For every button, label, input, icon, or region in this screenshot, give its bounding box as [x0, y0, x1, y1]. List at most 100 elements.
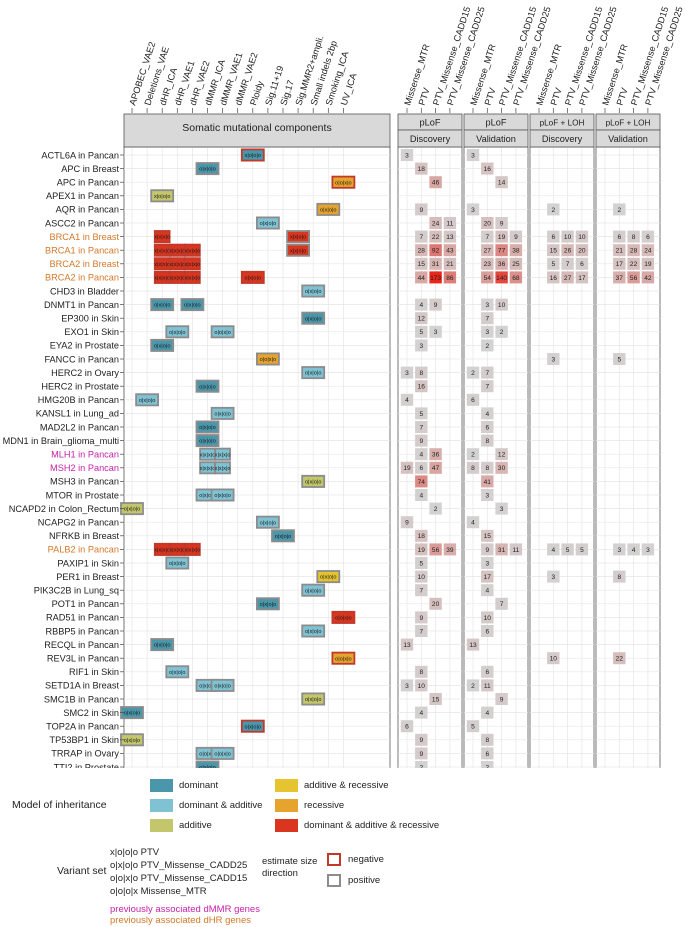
count-cell: [415, 733, 428, 746]
count-cell-value: 15: [418, 261, 426, 268]
row-label: BRCA1 in Pancan: [45, 246, 119, 256]
count-cell: [547, 203, 560, 216]
count-cell-value: 16: [484, 166, 492, 173]
association-variant-label: x|x|x|o: [184, 248, 200, 254]
row-label: APC in Breast: [61, 164, 119, 174]
count-cell-value: 10: [484, 615, 492, 622]
association-variant-label: o|x|o|o: [184, 303, 201, 309]
row-label: TRRAP in Ovary: [51, 749, 119, 759]
row-label: MSH3 in Pancan: [50, 477, 119, 487]
count-cell: [481, 461, 494, 474]
count-cell-value: 7: [419, 588, 423, 595]
association-variant-label: o|x|o|o: [124, 738, 141, 744]
count-panel-subtitle: Discovery: [542, 134, 583, 144]
association-variant-label: x|x|x|o: [184, 548, 200, 554]
association-variant-label: x|x|x|o: [154, 248, 170, 254]
association-tile: [255, 352, 280, 366]
association-variant-label: o|x|o|o: [199, 384, 216, 390]
count-cell-value: 10: [578, 234, 586, 241]
count-cell: [415, 529, 428, 542]
association-tile: [210, 325, 235, 339]
count-cell: [481, 407, 494, 420]
count-panel-strip-sub: [463, 129, 529, 148]
association-tile: [316, 202, 341, 216]
count-cell-value: 20: [578, 248, 586, 255]
association-variant-label: o|x|o|o: [245, 724, 262, 730]
count-cell-value: 10: [498, 302, 506, 309]
association-tile: [331, 175, 356, 189]
count-cell-value: 5: [471, 724, 475, 731]
count-cell: [400, 393, 414, 406]
count-cell-value: 77: [498, 248, 506, 255]
count-cell: [481, 339, 494, 352]
count-cell: [561, 230, 574, 243]
count-cell-value: 2: [617, 207, 621, 214]
count-cell: [400, 516, 414, 529]
row-label: TOP2A in Pancan: [46, 722, 119, 732]
count-cell: [400, 720, 414, 733]
count-cell: [481, 271, 494, 284]
count-cell-value: 11: [512, 547, 519, 554]
count-cell-value: 9: [419, 751, 423, 758]
count-cell: [429, 502, 442, 515]
count-cell: [481, 584, 494, 597]
count-cell-value: 4: [419, 302, 423, 309]
count-cell-value: 2: [485, 343, 489, 350]
association-variant-label: o|x|o|o: [154, 344, 171, 350]
count-cell-value: 4: [405, 397, 409, 404]
row-label: PALB2 in Pancan: [48, 545, 119, 555]
row-label: AQR in Pancan: [56, 205, 119, 215]
association-variant-label: o|x|o|o: [320, 208, 337, 214]
count-cell: [415, 665, 428, 678]
association-variant-label: o|x|o|o: [199, 493, 216, 499]
count-cell: [495, 271, 508, 284]
count-cell-value: 3: [551, 574, 555, 581]
count-col-label: PTV: [615, 86, 630, 107]
row-label: RECQL in Pancan: [44, 640, 119, 650]
association-tile: [150, 298, 175, 312]
count-cell-value: 9: [419, 737, 423, 744]
count-cell-value: 5: [580, 547, 584, 554]
count-cell: [481, 325, 494, 338]
association-variant-label: x|x|x|o: [200, 466, 216, 472]
count-cell-value: 17: [616, 261, 624, 268]
legend-swatch-dominant-additive-recessive: [275, 819, 298, 832]
association-variant-label: o|x|o|o: [214, 493, 231, 499]
association-tile: [150, 638, 175, 652]
row-label: POT1 in Pancan: [52, 599, 119, 609]
count-cell: [415, 366, 428, 379]
row-label: PAXIP1 in Skin: [57, 558, 119, 568]
count-cell: [415, 475, 428, 488]
association-tile: [255, 515, 280, 529]
count-cell-value: 26: [564, 248, 572, 255]
association-variant-label: x|x|x|o: [154, 548, 170, 554]
association-tile: [150, 189, 175, 203]
count-cell-value: 4: [419, 452, 423, 459]
association-tile: [316, 570, 341, 584]
count-cell-value: 11: [446, 220, 453, 227]
count-cell: [481, 489, 494, 501]
association-tile: [150, 338, 175, 352]
count-cell: [466, 149, 480, 161]
count-cell-value: 140: [496, 275, 507, 282]
association-tile: [286, 243, 311, 257]
count-cell: [481, 475, 494, 488]
count-cell-value: 2: [485, 764, 489, 768]
count-cell: [466, 516, 480, 529]
row-labels: ACTL6A in Pancan APC in Breast APC in Panc…: [3, 150, 124, 768]
left-panel-strip: [123, 113, 391, 148]
count-cell-value: 15: [484, 533, 492, 540]
count-cell: [429, 257, 442, 270]
count-cell: [495, 543, 508, 556]
row-label: MSH2 in Pancan: [50, 463, 119, 473]
association-variant-label: o|x|o|o: [199, 684, 216, 690]
count-cell: [495, 502, 508, 515]
association-variant-label: o|x|o|o: [214, 412, 231, 418]
association-variant-label: o|x|o|o: [275, 534, 292, 540]
association-variant-label: o|o|x|o: [335, 656, 352, 662]
count-col-label: PTV: [549, 86, 564, 107]
count-cell-value: 5: [419, 329, 423, 336]
count-cell-value: 8: [632, 234, 636, 241]
count-cell: [495, 597, 508, 610]
